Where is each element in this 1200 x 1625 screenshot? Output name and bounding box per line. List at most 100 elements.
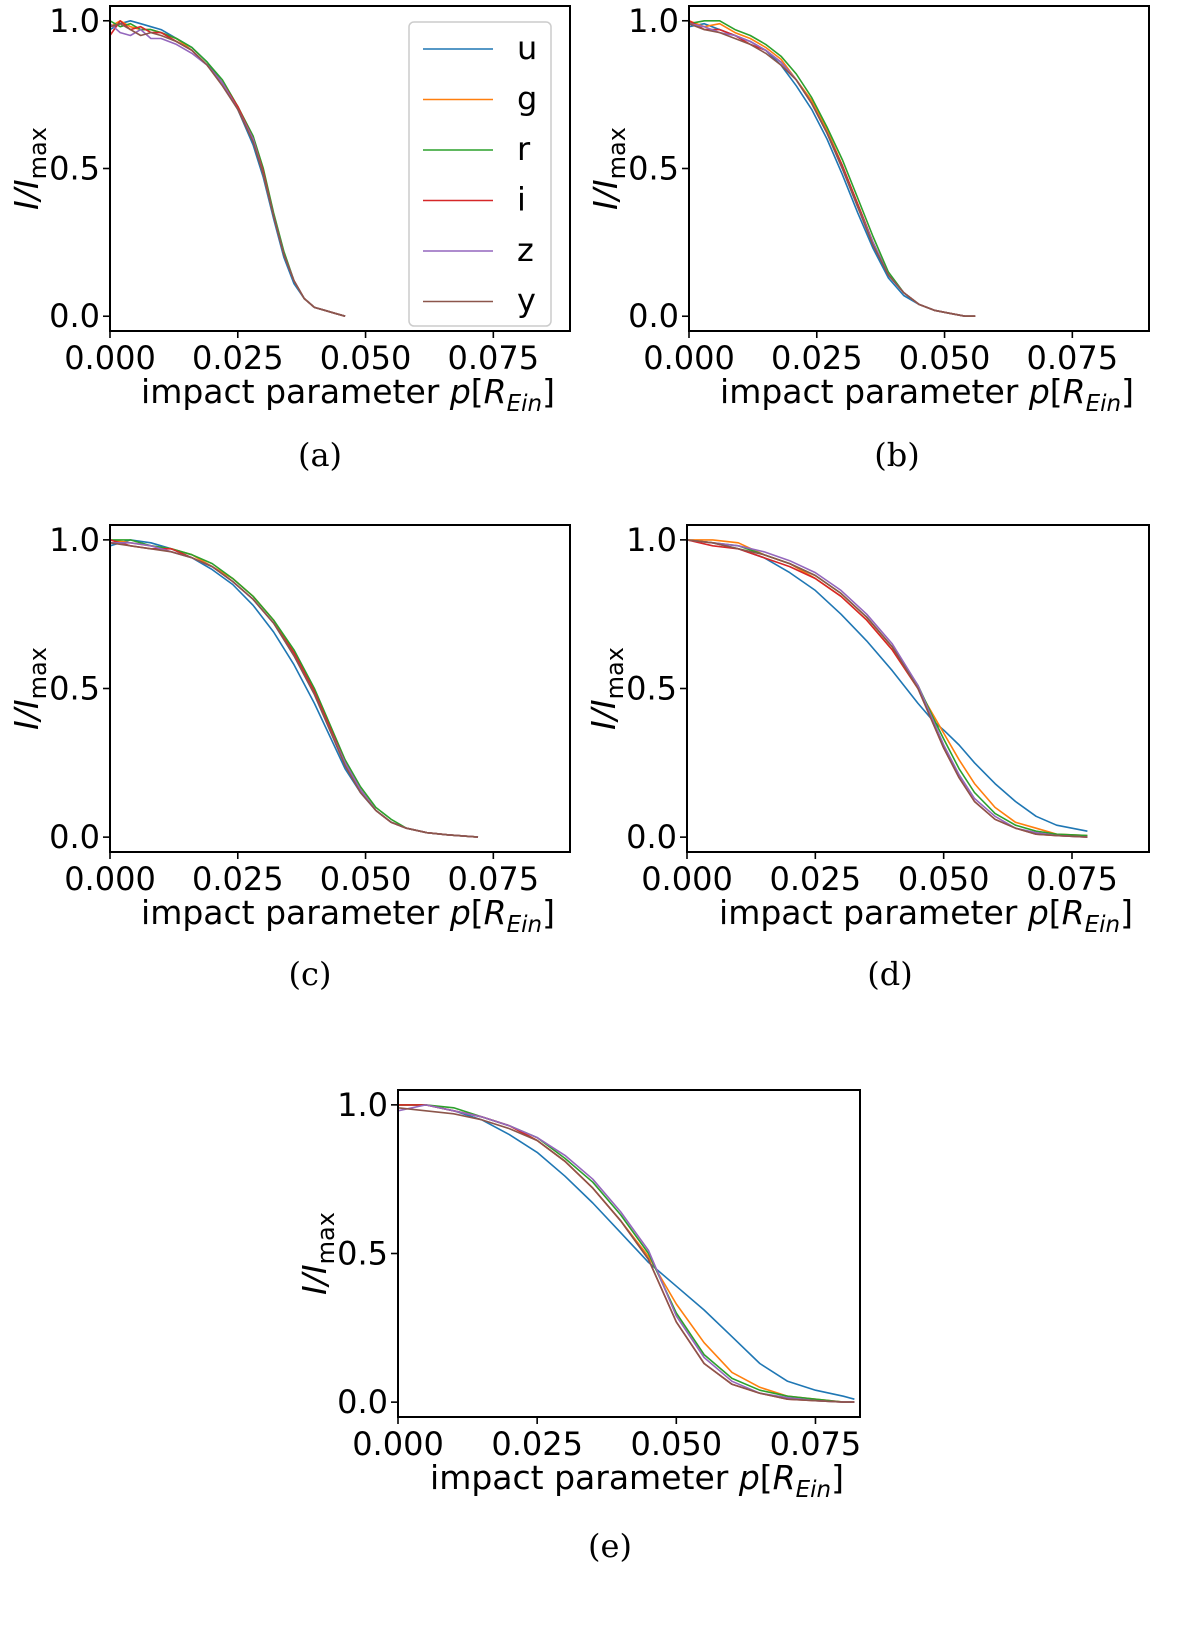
x-axis-label-text: impact parameter bbox=[141, 372, 450, 411]
x-axis-label-p: p bbox=[449, 893, 471, 932]
x-axis-label-text: impact parameter bbox=[719, 893, 1028, 932]
y-axis-label-sub: max bbox=[24, 127, 52, 179]
series-line-i bbox=[688, 20, 976, 318]
x-tick-label: 0.000 bbox=[64, 339, 156, 377]
legend-label-z: z bbox=[517, 231, 534, 269]
panel-caption: (a) bbox=[298, 436, 342, 474]
x-tick-label: 0.075 bbox=[770, 1425, 862, 1463]
plot-frame bbox=[109, 524, 571, 853]
series-group bbox=[109, 539, 479, 838]
x-axis-label-bracket: [ bbox=[471, 372, 484, 411]
y-tick-label: 1.0 bbox=[49, 2, 100, 40]
x-tick-label: 0.000 bbox=[643, 339, 735, 377]
series-line-g bbox=[687, 539, 1088, 837]
x-tick-label: 0.075 bbox=[1026, 860, 1118, 898]
y-tick-label: 0.0 bbox=[49, 818, 100, 856]
panel-c: 0.000 0.025 0.050 0.075 0.0 0.5 1.0 impact para… bbox=[7, 521, 571, 993]
x-tick-label: 0.075 bbox=[448, 860, 540, 898]
x-axis-label: impact parameter p[REin] bbox=[720, 372, 1134, 417]
x-axis-label-p: p bbox=[738, 1458, 760, 1497]
series-line-y bbox=[109, 22, 346, 317]
x-axis-label-p: p bbox=[449, 372, 471, 411]
x-axis-label-r: R bbox=[1063, 372, 1086, 411]
x-tick-label: 0.075 bbox=[1027, 339, 1119, 377]
series-line-z bbox=[110, 541, 479, 838]
x-axis-label-bracket: [ bbox=[760, 1458, 773, 1497]
x-axis-label-text: impact parameter bbox=[430, 1458, 739, 1497]
series-line-z bbox=[109, 23, 346, 317]
series-line-z bbox=[686, 539, 1088, 838]
y-axis-label-sub: max bbox=[312, 1212, 340, 1264]
y-axis-label: I/Imax bbox=[295, 1212, 340, 1295]
y-axis-label: I/Imax bbox=[584, 647, 629, 730]
series-line-i bbox=[398, 1104, 855, 1403]
legend-label-g: g bbox=[517, 80, 537, 118]
y-tick-label: 1.0 bbox=[49, 521, 100, 559]
x-tick-label: 0.000 bbox=[352, 1425, 444, 1463]
x-axis-label-p: p bbox=[1027, 893, 1049, 932]
x-axis-label-sub: Ein bbox=[1086, 391, 1122, 417]
legend-label-y: y bbox=[517, 282, 536, 320]
y-tick-label: 0.5 bbox=[49, 670, 100, 708]
y-axis-label: I/Imax bbox=[586, 127, 631, 210]
x-tick-label: 0.000 bbox=[64, 860, 156, 898]
series-line-u bbox=[109, 19, 346, 317]
series-line-y bbox=[686, 539, 1088, 838]
panel-caption: (e) bbox=[588, 1527, 632, 1565]
x-axis-label-bracket: ] bbox=[542, 372, 555, 411]
x-tick-label: 0.050 bbox=[631, 1425, 723, 1463]
x-axis-label-bracket: ] bbox=[542, 893, 555, 932]
series-line-i bbox=[109, 19, 346, 317]
x-tick-label: 0.000 bbox=[641, 860, 733, 898]
x-axis-label: impact parameter p[REin] bbox=[141, 893, 555, 938]
x-axis-label-bracket: ] bbox=[831, 1458, 844, 1497]
series-line-y bbox=[688, 22, 976, 318]
y-tick-label: 0.0 bbox=[628, 297, 679, 335]
x-tick-label: 0.025 bbox=[770, 860, 862, 898]
legend-frame bbox=[408, 21, 552, 327]
x-tick-label: 0.025 bbox=[491, 1425, 583, 1463]
y-tick-label: 0.5 bbox=[337, 1235, 388, 1273]
x-axis-label-bracket: [ bbox=[1050, 372, 1063, 411]
panel-d: 0.000 0.025 0.050 0.075 0.0 0.5 1.0 impact para… bbox=[584, 521, 1150, 993]
x-tick-label: 0.025 bbox=[771, 339, 863, 377]
panel-a: 0.000 0.025 0.050 0.075 0.0 0.5 1.0 impact para… bbox=[7, 2, 571, 474]
x-axis-label-p: p bbox=[1028, 372, 1050, 411]
x-axis-label-r: R bbox=[1062, 893, 1085, 932]
y-tick-label: 1.0 bbox=[337, 1086, 388, 1124]
x-axis-label-sub: Ein bbox=[1085, 912, 1121, 938]
series-group bbox=[686, 539, 1088, 838]
x-axis-label-r: R bbox=[484, 372, 507, 411]
x-axis-label-bracket: ] bbox=[1121, 372, 1134, 411]
series-line-u bbox=[686, 539, 1088, 832]
y-axis-label-sub: max bbox=[601, 647, 629, 699]
panel-e: 0.000 0.025 0.050 0.075 0.0 0.5 1.0 impact para… bbox=[295, 1086, 861, 1565]
y-axis-label-sub: max bbox=[603, 127, 631, 179]
y-tick-label: 0.5 bbox=[626, 670, 677, 708]
x-axis-label-bracket: [ bbox=[471, 893, 484, 932]
panel-b: 0.000 0.025 0.050 0.075 0.0 0.5 1.0 impact para… bbox=[586, 2, 1150, 474]
legend-label-u: u bbox=[517, 29, 537, 67]
x-tick-label: 0.050 bbox=[320, 860, 412, 898]
series-line-g bbox=[109, 539, 479, 838]
series-line-r bbox=[109, 20, 346, 317]
x-tick-label: 0.050 bbox=[898, 860, 990, 898]
y-tick-label: 1.0 bbox=[626, 521, 677, 559]
series-group bbox=[397, 1104, 855, 1403]
series-line-z bbox=[397, 1104, 855, 1403]
series-line-u bbox=[398, 1104, 855, 1400]
y-axis-label-sub: max bbox=[24, 647, 52, 699]
x-axis-label-r: R bbox=[484, 893, 507, 932]
x-tick-label: 0.050 bbox=[320, 339, 412, 377]
x-axis-label: impact parameter p[REin] bbox=[141, 372, 555, 417]
series-group bbox=[688, 19, 976, 318]
plot-frame bbox=[688, 5, 1150, 332]
y-axis-label-main: I/I bbox=[295, 1264, 334, 1295]
x-tick-label: 0.050 bbox=[899, 339, 991, 377]
y-tick-label: 0.0 bbox=[337, 1383, 388, 1421]
y-tick-label: 0.5 bbox=[628, 150, 679, 188]
x-axis-label-bracket: ] bbox=[1120, 893, 1133, 932]
series-line-i bbox=[686, 539, 1088, 838]
